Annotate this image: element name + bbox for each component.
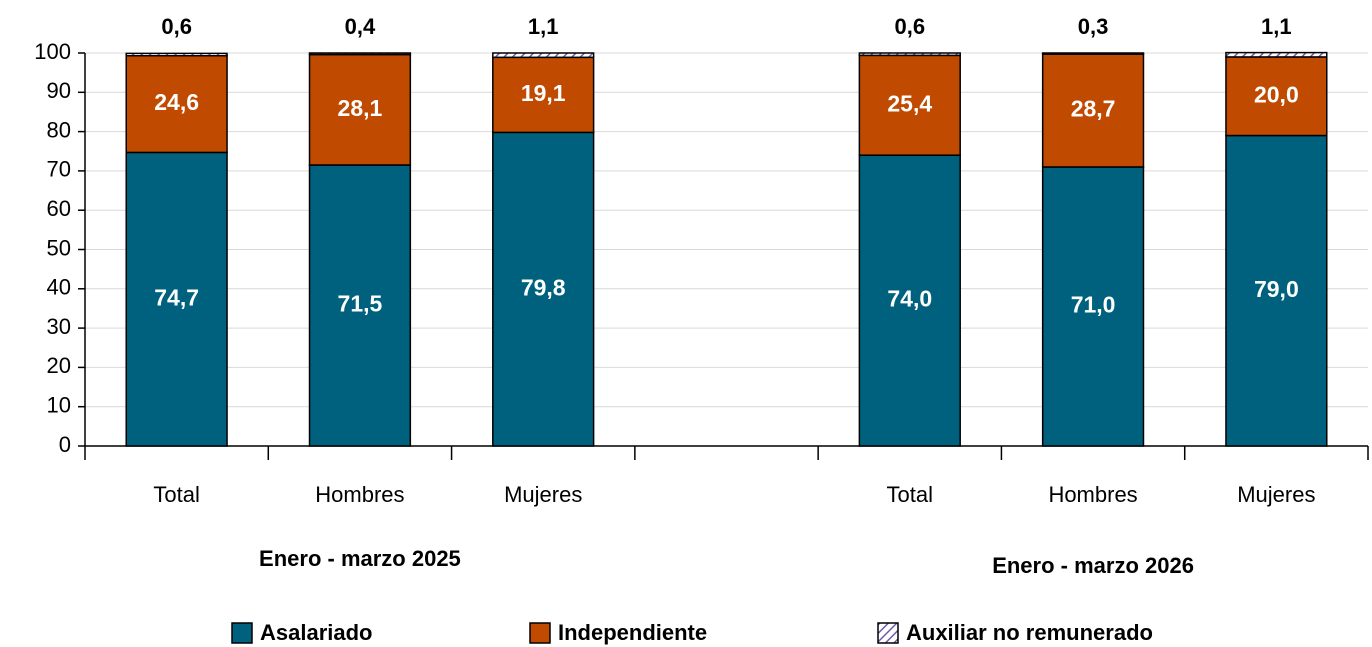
y-tick-label: 0: [59, 432, 71, 457]
legend-swatch: [877, 622, 899, 644]
x-tick-label: Mujeres: [504, 482, 582, 507]
bar-segment: [492, 131, 595, 447]
value-label: 74,7: [154, 284, 199, 310]
value-label: 0,4: [345, 14, 376, 39]
value-label: 24,6: [154, 89, 199, 115]
bar-segment: [492, 56, 595, 134]
y-tick-label: 60: [47, 196, 71, 221]
legend-label: Asalariado: [260, 620, 373, 645]
legend-swatch: [231, 622, 253, 644]
bar-segment: [858, 54, 961, 156]
value-label: 28,1: [338, 95, 383, 121]
bar-segment: [1225, 51, 1328, 58]
bar-segment: [308, 164, 412, 447]
bar-segment: [1225, 134, 1328, 447]
value-label: 20,0: [1254, 81, 1299, 107]
value-label: 25,4: [887, 90, 932, 116]
legend-label: Auxiliar no remunerado: [906, 620, 1153, 645]
bar-segment: [858, 154, 961, 447]
value-label: 19,1: [521, 80, 566, 106]
value-label: 0,6: [161, 14, 192, 39]
x-tick-label: Mujeres: [1237, 482, 1315, 507]
value-label: 74,0: [887, 286, 932, 312]
group-label: Enero - marzo 2026: [992, 553, 1194, 578]
x-tick-label: Total: [153, 482, 199, 507]
value-label: 79,8: [521, 274, 566, 300]
y-tick-label: 10: [47, 393, 71, 418]
bar-segment: [1225, 56, 1328, 137]
value-label: 1,1: [528, 14, 559, 39]
bar-segment: [125, 55, 228, 154]
bar-segment: [125, 151, 228, 447]
y-tick-label: 70: [47, 157, 71, 182]
value-label: 79,0: [1254, 276, 1299, 302]
x-tick-label: Total: [887, 482, 933, 507]
y-tick-label: 40: [47, 275, 71, 300]
bar-segment: [1041, 53, 1145, 168]
bar-segment: [308, 52, 412, 56]
value-label: 71,0: [1071, 292, 1116, 318]
y-tick-label: 90: [47, 78, 71, 103]
bar-segment: [125, 52, 228, 57]
y-tick-label: 100: [34, 39, 71, 64]
x-tick-label: Hombres: [315, 482, 404, 507]
bar-segment: [858, 52, 961, 57]
y-tick-label: 20: [47, 353, 71, 378]
bar-segment: [1041, 166, 1145, 447]
legend-label: Independiente: [558, 620, 707, 645]
value-label: 1,1: [1261, 14, 1292, 39]
value-label: 71,5: [338, 291, 383, 317]
y-tick-label: 30: [47, 314, 71, 339]
value-label: 0,3: [1078, 14, 1109, 39]
legend-swatch: [529, 622, 551, 644]
y-tick-label: 50: [47, 235, 71, 260]
value-label: 0,6: [894, 14, 925, 39]
value-label: 28,7: [1071, 96, 1116, 122]
y-tick-label: 80: [47, 117, 71, 142]
bar-segment: [308, 53, 412, 166]
bar-segment: [492, 52, 595, 59]
bar-segment: [1041, 52, 1145, 55]
group-label: Enero - marzo 2025: [259, 546, 461, 571]
x-tick-label: Hombres: [1048, 482, 1137, 507]
